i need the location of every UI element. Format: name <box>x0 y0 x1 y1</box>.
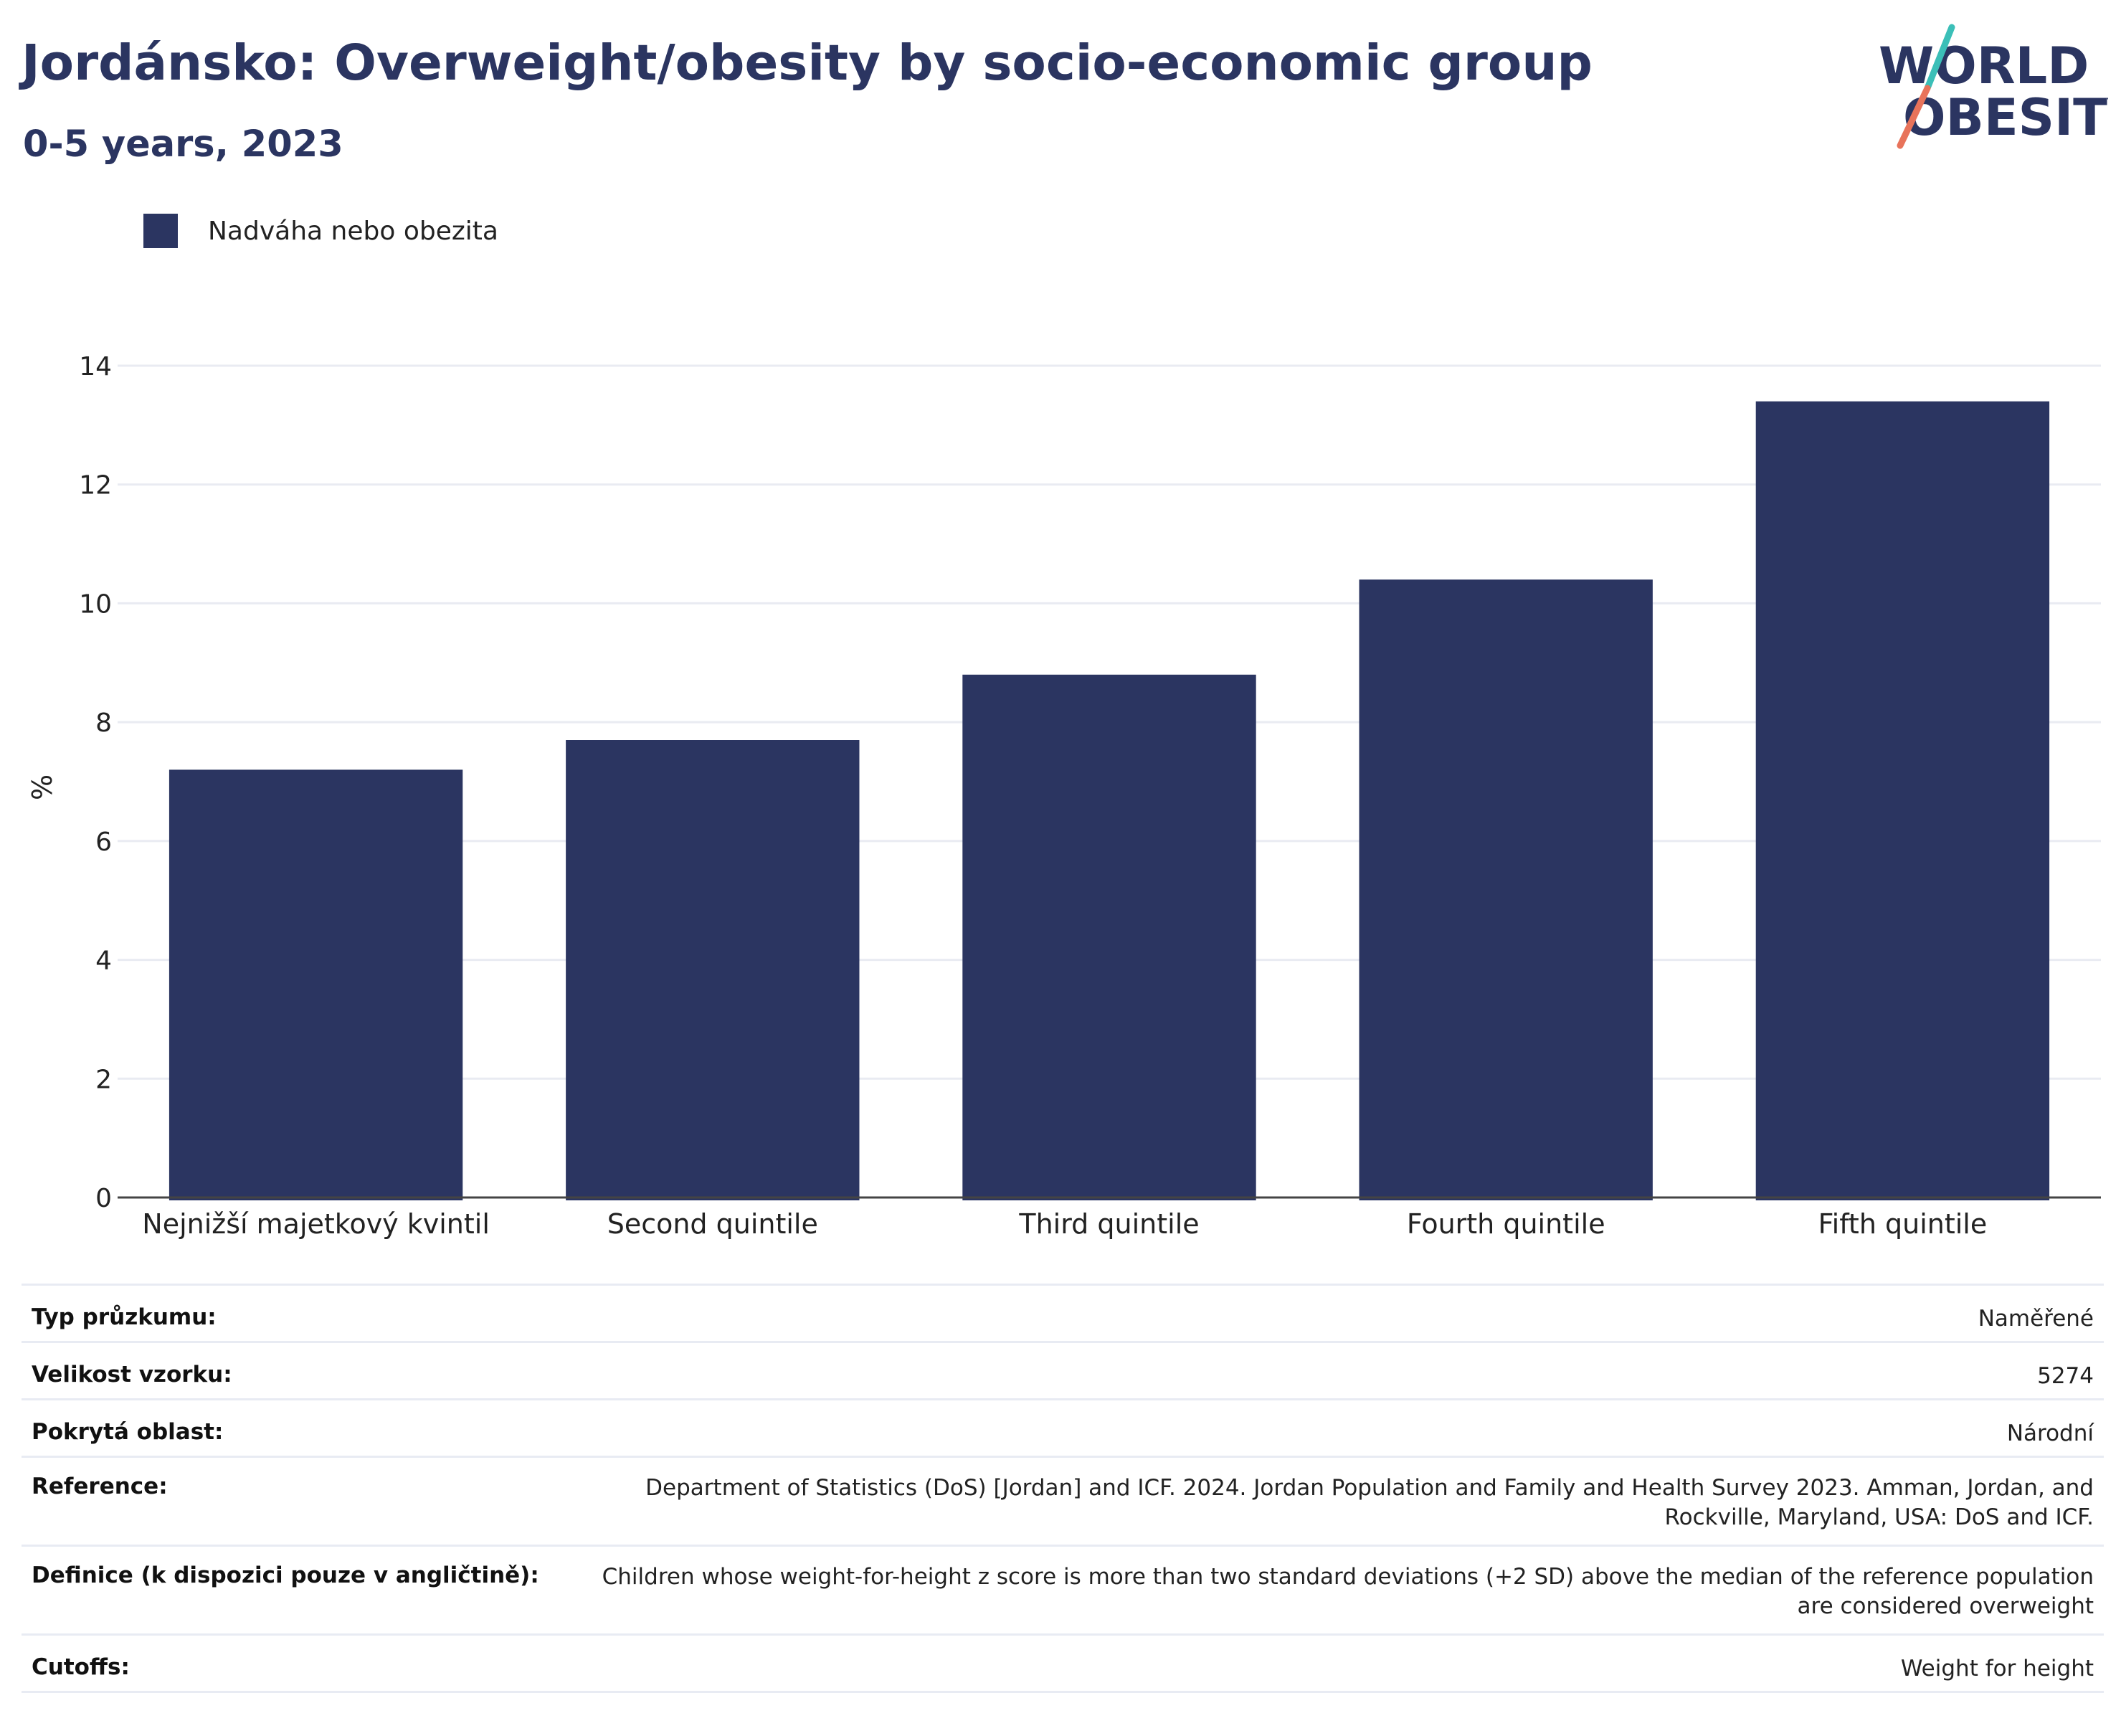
info-value: Národní <box>549 1398 2104 1457</box>
legend-label: Nadváha nebo obezita <box>208 216 498 246</box>
y-tick-label: 2 <box>95 1065 112 1094</box>
x-tick-label: Fourth quintile <box>1407 1208 1605 1240</box>
logo-slash-top <box>1924 24 1955 92</box>
x-tick-label: Fifth quintile <box>1818 1208 1988 1240</box>
world-obesity-logo: WORLD OBESITY <box>1879 24 2108 149</box>
y-tick-label: 12 <box>79 471 112 501</box>
info-value: Naměřené <box>549 1284 2104 1342</box>
info-row-area-covered: Pokrytá oblast: Národní <box>22 1398 2104 1457</box>
info-label: Typ průzkumu: <box>22 1284 549 1342</box>
info-row-sample-size: Velikost vzorku: 5274 <box>22 1341 2104 1400</box>
page-subtitle: 0-5 years, 2023 <box>23 123 343 166</box>
logo-line-1: WORLD <box>1879 37 2089 95</box>
info-value: Department of Statistics (DoS) [Jordan] … <box>549 1456 2104 1546</box>
info-row-reference: Reference: Department of Statistics (DoS… <box>22 1456 2104 1546</box>
legend: Nadváha nebo obezita <box>143 214 498 248</box>
info-value: 5274 <box>549 1341 2104 1400</box>
info-label: Definice (k dispozici pouze v angličtině… <box>22 1545 549 1635</box>
y-tick-label: 14 <box>79 352 112 381</box>
info-label: Pokrytá oblast: <box>22 1398 549 1457</box>
info-label: Reference: <box>22 1456 549 1546</box>
bar <box>962 674 1256 1200</box>
y-tick-label: 10 <box>79 589 112 619</box>
info-row-cutoffs: Cutoffs: Weight for height <box>22 1633 2104 1693</box>
page-title: Jordánsko: Overweight/obesity by socio-e… <box>22 34 1593 92</box>
logo-slash-bottom <box>1897 85 1931 149</box>
info-row-survey-type: Typ průzkumu: Naměřené <box>22 1284 2104 1342</box>
logo-line-2: OBESITY <box>1903 88 2108 147</box>
bar <box>1359 579 1653 1200</box>
y-tick-label: 8 <box>95 708 112 738</box>
info-value: Weight for height <box>549 1633 2104 1693</box>
bar <box>1755 401 2050 1200</box>
legend-swatch <box>143 214 178 248</box>
info-label: Velikost vzorku: <box>22 1341 549 1400</box>
info-label: Cutoffs: <box>22 1633 549 1693</box>
y-tick-label: 0 <box>95 1184 112 1213</box>
y-tick-label: 6 <box>95 827 112 857</box>
x-tick-label: Second quintile <box>607 1208 818 1240</box>
y-tick-label: 4 <box>95 947 112 976</box>
info-table: Typ průzkumu: Naměřené Velikost vzorku: … <box>22 1284 2104 1693</box>
bar-chart: 0 2 4 6 8 10 12 14% Nejnižší majetkový kvintil Se… <box>27 352 2101 1240</box>
bar <box>169 769 463 1200</box>
bar <box>566 740 860 1200</box>
info-row-definition: Definice (k dispozici pouze v angličtině… <box>22 1545 2104 1635</box>
info-value: Children whose weight-for-height z score… <box>549 1545 2104 1635</box>
x-tick-label: Nejnižší majetkový kvintil <box>142 1208 490 1240</box>
x-tick-label: Third quintile <box>1018 1208 1199 1240</box>
y-axis-label: % <box>27 774 58 800</box>
